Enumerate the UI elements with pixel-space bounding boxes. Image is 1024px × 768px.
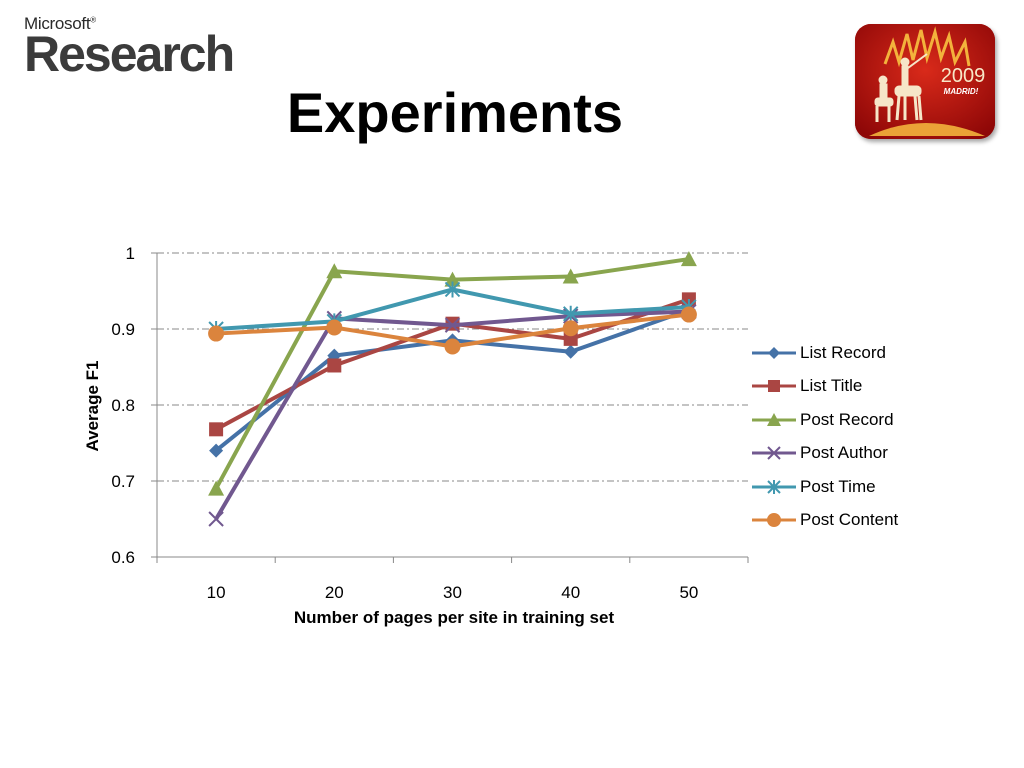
data-point-list-record bbox=[563, 344, 578, 359]
legend-label: Post Time bbox=[800, 476, 876, 496]
y-tick-label: 0.8 bbox=[111, 396, 135, 415]
x-tick-label: 40 bbox=[561, 583, 580, 602]
slide-title: Experiments bbox=[286, 81, 624, 144]
data-point-post-content bbox=[680, 306, 697, 323]
chart-tick-labels: 0.6 0.7 0.8 0.9 1 10 20 30 40 50 bbox=[111, 244, 698, 602]
y-tick-label: 0.7 bbox=[111, 472, 135, 491]
legend-item-list-record: List Record bbox=[752, 336, 898, 370]
data-point-list-title bbox=[209, 422, 224, 437]
data-point-post-content bbox=[444, 338, 461, 355]
legend-swatch bbox=[752, 380, 796, 393]
data-point-post-content bbox=[326, 319, 343, 336]
badge-city: MADRID! bbox=[944, 87, 979, 96]
legend-label: Post Record bbox=[800, 409, 894, 429]
data-point-post-author bbox=[444, 317, 461, 333]
series-post-content bbox=[208, 306, 697, 355]
y-tick-label: 0.6 bbox=[111, 548, 135, 567]
conference-badge: 2009 MADRID! bbox=[855, 24, 995, 139]
logo-trademark: ® bbox=[90, 15, 96, 25]
legend-swatch bbox=[752, 446, 796, 460]
legend-swatch bbox=[752, 479, 796, 494]
don-quixote-sunburst-icon: 2009 MADRID! bbox=[855, 24, 995, 139]
legend-item-list-title: List Title bbox=[752, 370, 898, 404]
legend-label: List Record bbox=[800, 342, 886, 362]
legend-marker bbox=[768, 380, 780, 393]
legend-swatch bbox=[752, 346, 796, 359]
data-point-post-author bbox=[208, 511, 224, 527]
data-point-list-title bbox=[327, 358, 342, 373]
legend-item-post-time: Post Time bbox=[752, 470, 898, 504]
legend-marker bbox=[767, 513, 781, 528]
chart-legend: List Record List Title Post Record Post Aut… bbox=[752, 336, 898, 537]
logo-line2: Research bbox=[24, 26, 235, 82]
legend-marker bbox=[767, 412, 781, 426]
data-point-post-time bbox=[444, 281, 461, 298]
x-tick-label: 10 bbox=[207, 583, 226, 602]
legend-label: Post Content bbox=[800, 510, 899, 530]
legend-item-post-record: Post Record bbox=[752, 403, 898, 437]
legend-label: Post Author bbox=[800, 443, 888, 463]
data-point-post-record bbox=[444, 271, 461, 287]
y-tick-label: 1 bbox=[126, 244, 135, 263]
logo-line1: Microsoft bbox=[24, 14, 91, 33]
legend-swatch bbox=[752, 513, 796, 528]
data-point-post-time bbox=[562, 305, 579, 322]
x-axis-label: Number of pages per site in training set bbox=[294, 608, 615, 627]
y-axis-label: Average F1 bbox=[83, 360, 102, 451]
legend-marker bbox=[768, 346, 780, 359]
data-point-post-record bbox=[326, 263, 343, 279]
legend-item-post-author: Post Author bbox=[752, 437, 898, 471]
x-tick-label: 30 bbox=[443, 583, 462, 602]
series-post-record bbox=[208, 251, 697, 496]
legend-label: List Title bbox=[800, 376, 863, 396]
data-point-post-record bbox=[680, 251, 697, 267]
data-point-post-content bbox=[208, 325, 225, 342]
data-point-post-record bbox=[562, 268, 579, 284]
chart-axes bbox=[151, 252, 749, 563]
microsoft-research-logo: Microsoft® Research bbox=[24, 14, 235, 82]
badge-year: 2009 bbox=[941, 65, 986, 87]
legend-marker bbox=[767, 479, 781, 494]
data-point-post-record bbox=[208, 480, 225, 496]
y-tick-label: 0.9 bbox=[111, 320, 135, 339]
x-tick-label: 20 bbox=[325, 583, 344, 602]
legend-marker bbox=[767, 446, 781, 460]
legend-swatch bbox=[752, 412, 796, 426]
data-point-post-content bbox=[562, 320, 579, 337]
legend-item-post-content: Post Content bbox=[752, 504, 898, 538]
data-point-list-record bbox=[209, 443, 224, 458]
chart-series bbox=[208, 251, 697, 527]
x-tick-label: 50 bbox=[679, 583, 698, 602]
